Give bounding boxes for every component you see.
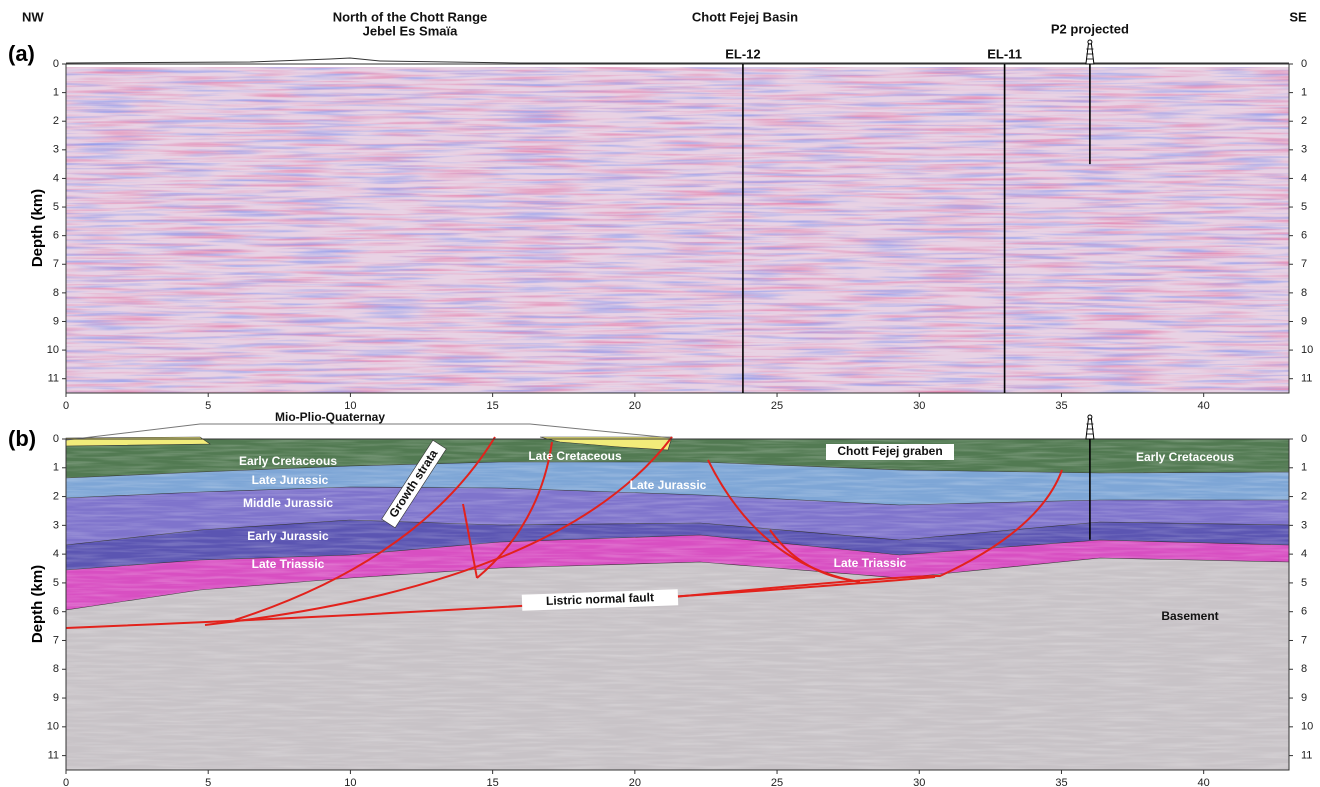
x-tick-label: 5 <box>205 777 211 787</box>
y-tick-label: 2 <box>1301 115 1307 127</box>
layer-label: Middle Jurassic <box>243 496 333 510</box>
derrick-top <box>1088 415 1092 419</box>
y-tick-label: 0 <box>1301 433 1307 445</box>
y-tick-label: 4 <box>53 548 59 560</box>
layer-label: Late Triassic <box>834 556 907 570</box>
y-tick-label: 1 <box>53 462 59 474</box>
y-tick-label: 8 <box>53 663 59 675</box>
layer-label: Basement <box>1161 609 1218 623</box>
y-tick-label: 1 <box>1301 462 1307 474</box>
y-tick-label: 7 <box>53 634 59 646</box>
y-tick-label: 3 <box>53 144 59 156</box>
y-tick-label: 5 <box>53 577 59 589</box>
y-tick-label: 11 <box>1301 373 1312 385</box>
layer-label: Late Cretaceous <box>528 449 622 463</box>
well-label: EL-12 <box>725 46 760 61</box>
y-tick-label: 5 <box>1301 577 1307 589</box>
x-tick-label: 20 <box>629 777 641 787</box>
y-tick-label: 6 <box>53 230 59 242</box>
y-tick-label: 9 <box>1301 692 1307 704</box>
x-tick-label: 40 <box>1198 400 1210 412</box>
y-tick-label: 9 <box>1301 315 1307 327</box>
derrick-top <box>1088 40 1092 44</box>
region-sublabel: Jebel Es Smaïa <box>363 23 458 38</box>
well-label: EL-11 <box>987 46 1022 61</box>
y-tick-label: 2 <box>53 490 59 502</box>
panel-label: (a) <box>8 41 35 66</box>
region-label: North of the Chott Range <box>333 9 488 24</box>
x-tick-label: 10 <box>344 400 356 412</box>
layer-label: Late Jurassic <box>630 478 707 492</box>
derrick-icon <box>1086 415 1094 439</box>
y-tick-label: 11 <box>1301 750 1312 762</box>
geological-section: Mio-Plio-Quaternay Early Cretaceous Earl… <box>66 410 1289 770</box>
layer-label: Early Jurassic <box>247 529 329 543</box>
y-tick-label: 2 <box>53 115 59 127</box>
y-tick-label: 1 <box>53 87 59 99</box>
x-tick-label: 15 <box>487 777 499 787</box>
x-tick-label: 5 <box>205 400 211 412</box>
y-tick-label: 5 <box>53 201 59 213</box>
x-tick-label: 0 <box>63 400 69 412</box>
y-tick-label: 3 <box>53 519 59 531</box>
y-tick-label: 0 <box>1301 58 1307 70</box>
y-axis-label: Depth (km) <box>29 565 46 643</box>
layer-label: Late Jurassic <box>252 473 329 487</box>
y-tick-label: 7 <box>1301 634 1307 646</box>
y-tick-label: 10 <box>1301 721 1313 733</box>
y-tick-label: 9 <box>53 315 59 327</box>
seismic-noise <box>66 67 1289 393</box>
layer-label: Chott Fejej graben <box>837 444 942 458</box>
x-tick-label: 35 <box>1055 400 1067 412</box>
x-tick-label: 20 <box>629 400 641 412</box>
y-tick-label: 4 <box>1301 548 1307 560</box>
y-tick-label: 10 <box>47 721 59 733</box>
y-tick-label: 10 <box>1301 344 1313 356</box>
layer-label: Mio-Plio-Quaternay <box>275 410 385 424</box>
y-tick-label: 7 <box>1301 258 1307 270</box>
layer-label: Early Cretaceous <box>239 454 337 468</box>
se-label: SE <box>1289 9 1307 24</box>
layer-label: Early Cretaceous <box>1136 450 1234 464</box>
y-tick-label: 0 <box>53 58 59 70</box>
x-tick-label: 10 <box>344 777 356 787</box>
y-tick-label: 4 <box>1301 172 1307 184</box>
layer-label: Late Triassic <box>252 557 325 571</box>
topography <box>66 58 1289 63</box>
nw-label: NW <box>22 9 44 24</box>
region-label: Chott Fejej Basin <box>692 9 798 24</box>
y-tick-label: 8 <box>1301 663 1307 675</box>
x-tick-label: 30 <box>913 400 925 412</box>
x-tick-label: 25 <box>771 777 783 787</box>
y-tick-label: 8 <box>53 287 59 299</box>
y-tick-label: 6 <box>53 606 59 618</box>
x-tick-label: 35 <box>1055 777 1067 787</box>
y-tick-label: 5 <box>1301 201 1307 213</box>
y-tick-label: 3 <box>1301 144 1307 156</box>
panel-label: (b) <box>8 426 36 451</box>
y-tick-label: 7 <box>53 258 59 270</box>
x-tick-label: 25 <box>771 400 783 412</box>
y-tick-label: 9 <box>53 692 59 704</box>
y-tick-label: 11 <box>48 750 59 762</box>
seismic-section <box>66 58 1289 393</box>
y-tick-label: 2 <box>1301 490 1307 502</box>
x-tick-label: 30 <box>913 777 925 787</box>
derrick-icon <box>1086 40 1094 64</box>
y-tick-label: 3 <box>1301 519 1307 531</box>
x-tick-label: 15 <box>487 400 499 412</box>
y-tick-label: 0 <box>53 433 59 445</box>
y-tick-label: 8 <box>1301 287 1307 299</box>
y-tick-label: 11 <box>48 373 59 385</box>
x-tick-label: 40 <box>1198 777 1210 787</box>
y-tick-label: 6 <box>1301 606 1307 618</box>
y-axis-label: Depth (km) <box>29 189 46 267</box>
y-tick-label: 10 <box>47 344 59 356</box>
well-label: P2 projected <box>1051 21 1129 36</box>
y-tick-label: 1 <box>1301 87 1307 99</box>
figure: NW North of the Chott Range Jebel Es Sma… <box>0 0 1320 787</box>
x-tick-label: 0 <box>63 777 69 787</box>
y-tick-label: 4 <box>53 172 59 184</box>
y-tick-label: 6 <box>1301 230 1307 242</box>
